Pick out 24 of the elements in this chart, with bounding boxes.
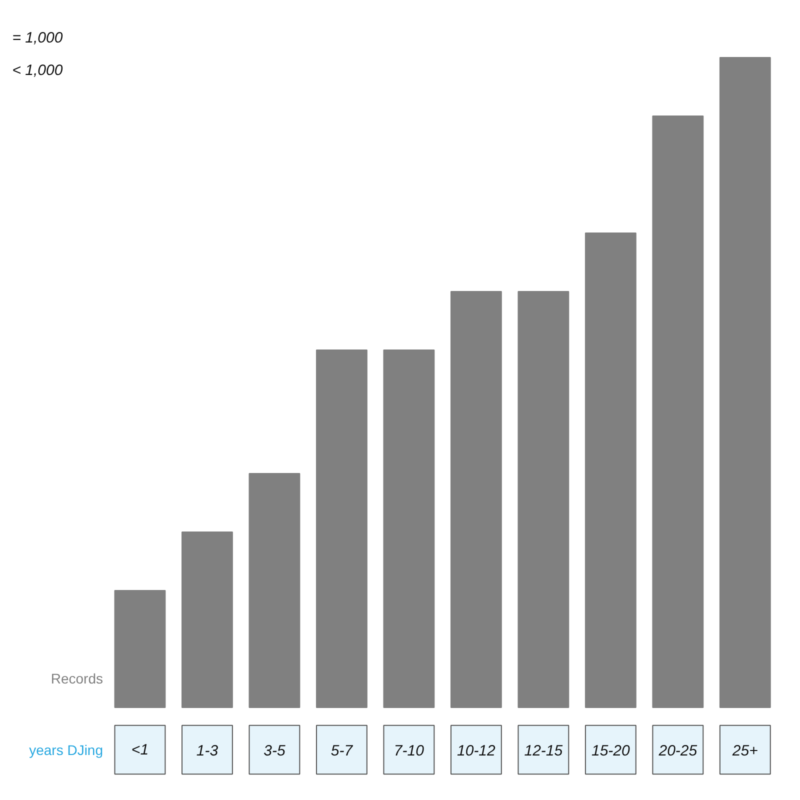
bar xyxy=(450,291,502,708)
y-axis-title: Records xyxy=(50,670,104,686)
x-tick-label: 5-7 xyxy=(330,742,354,760)
bar xyxy=(719,57,771,708)
x-axis-title: years DJing xyxy=(29,742,104,758)
x-tick-label: 10-12 xyxy=(457,742,496,760)
x-tick-label: 20-25 xyxy=(658,742,698,760)
x-tick-label: 7-10 xyxy=(394,742,425,760)
bar xyxy=(248,473,300,708)
x-tick-label: 3-5 xyxy=(264,742,286,760)
bar xyxy=(316,350,368,708)
bar xyxy=(584,232,636,708)
bar xyxy=(383,350,435,708)
x-tick-label: 15-20 xyxy=(591,742,631,760)
x-tick-label: 1-3 xyxy=(196,742,219,760)
bar xyxy=(114,590,166,708)
x-tick-label: <1 xyxy=(131,741,149,758)
bar xyxy=(518,291,570,708)
bar xyxy=(182,532,233,708)
x-tick-label: 12-15 xyxy=(524,742,564,760)
text: = 1,000 xyxy=(12,30,64,46)
bar xyxy=(652,116,704,708)
text: < 1,000 xyxy=(12,62,64,79)
x-tick-label: 25+ xyxy=(731,742,758,760)
